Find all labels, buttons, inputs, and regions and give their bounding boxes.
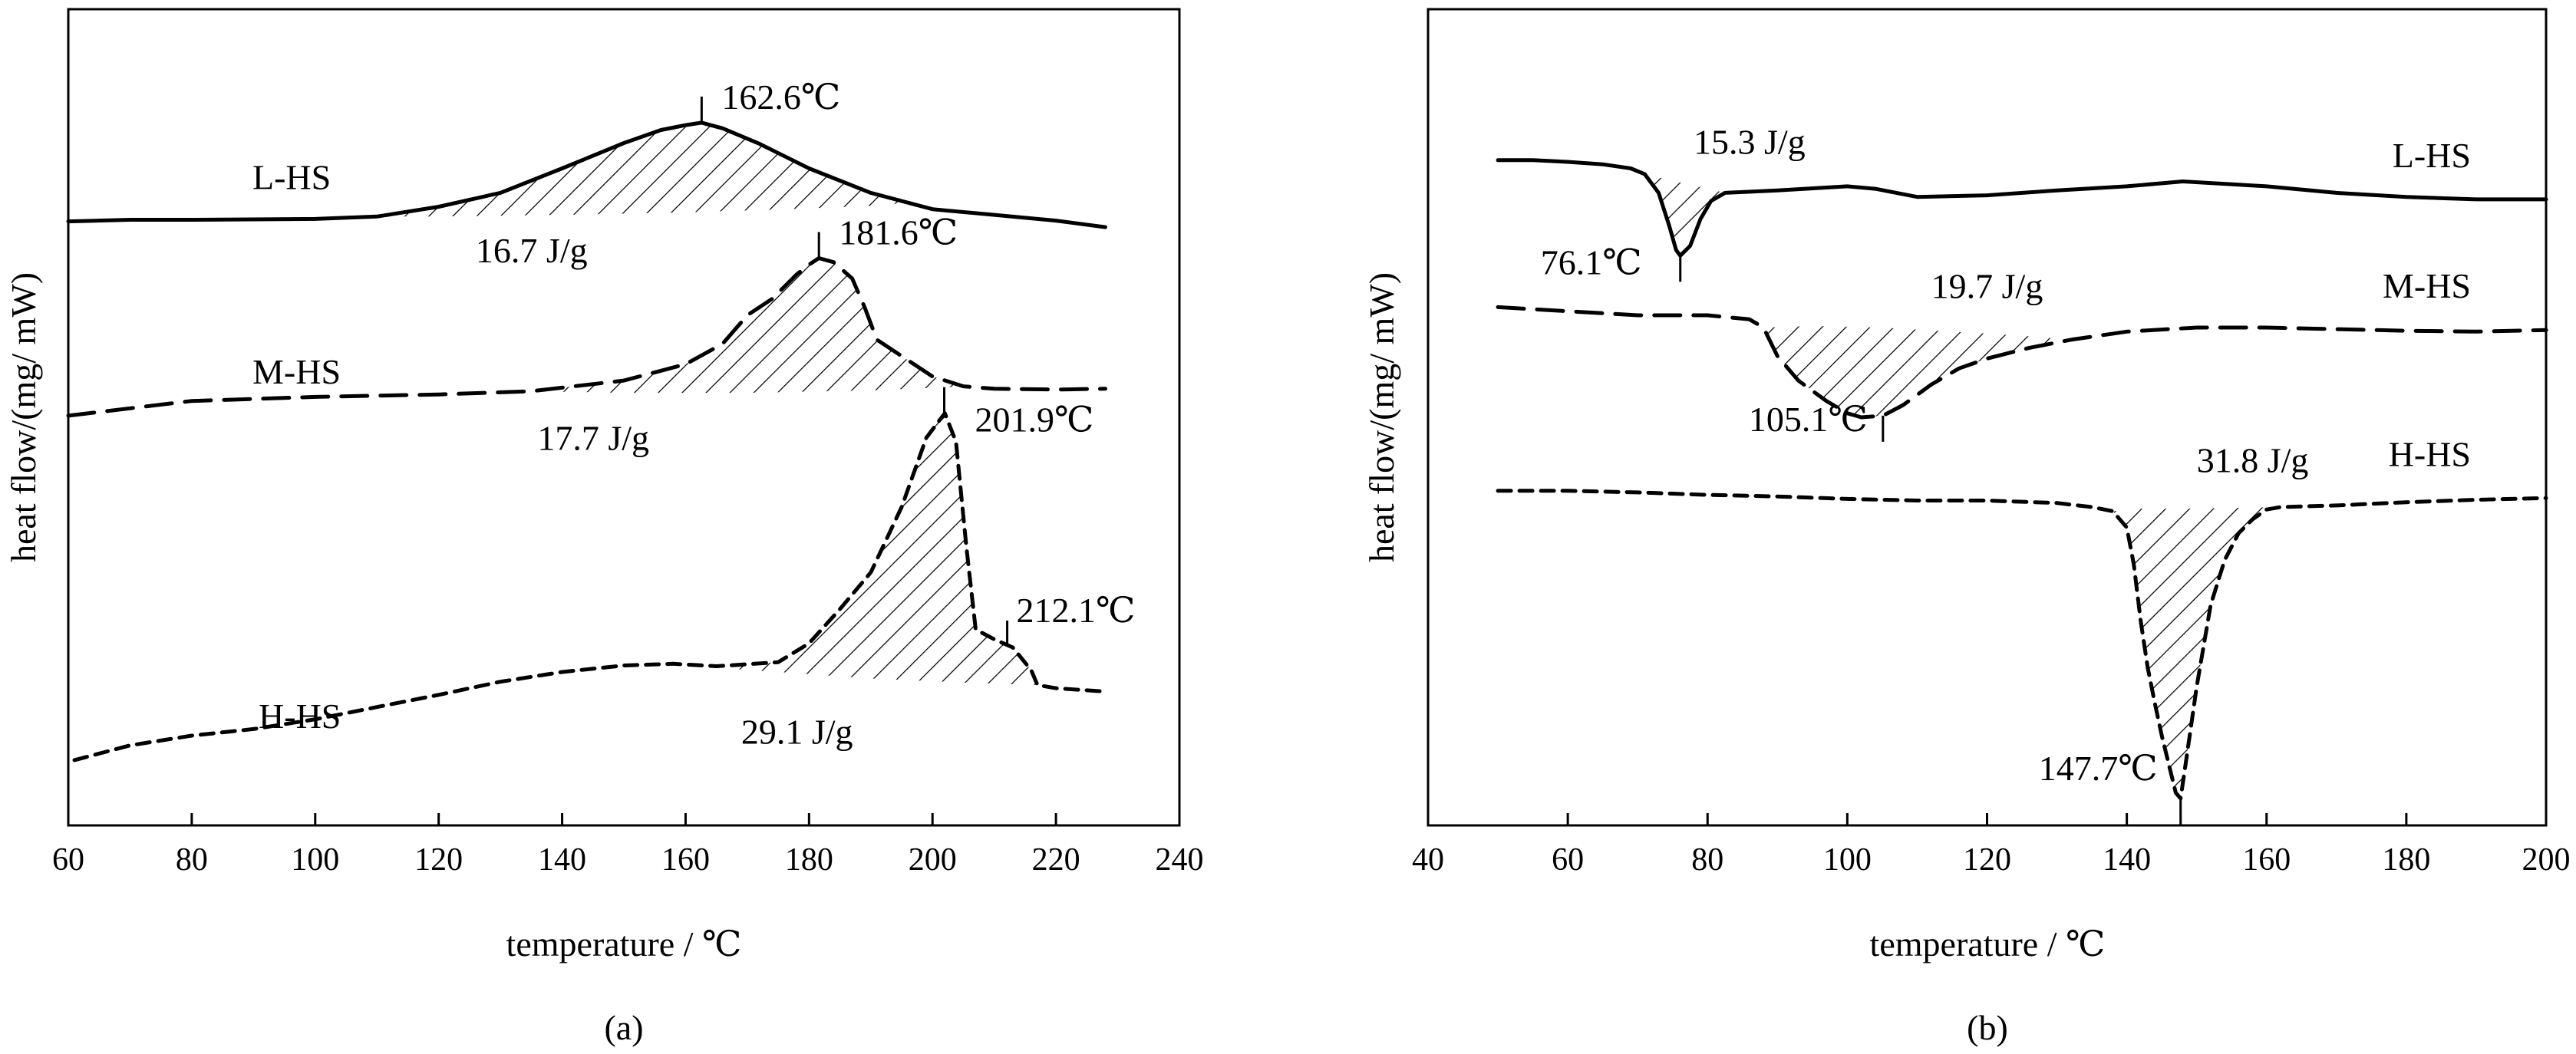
peak-temperature-label: 76.1℃ — [1541, 242, 1642, 282]
x-tick-label: 60 — [1552, 842, 1584, 878]
series-line-h-hs — [72, 411, 1107, 763]
panel-a-y-axis-label: heat flow/(mg/ mW) — [4, 272, 43, 562]
panel-b-frame — [1427, 8, 2548, 827]
x-tick-label: 160 — [661, 842, 710, 878]
panel-b: 40 60 80 100 120 140 160 180 200 L-HS 76.1℃ 15.3 J… — [1362, 8, 2571, 1047]
panel-b-fills — [1644, 173, 2281, 799]
panel-b-x-ticks: 40 60 80 100 120 140 160 180 200 — [1412, 813, 2571, 878]
x-tick-label: 120 — [414, 842, 463, 878]
panel-b-annotations: L-HS 76.1℃ 15.3 J/g M-HS 105.1℃ 19.7 J/g H-HS 1… — [1541, 122, 2471, 825]
series-label-h-hs: H-HS — [259, 697, 341, 736]
enthalpy-label: 17.7 J/g — [537, 419, 649, 458]
panel-b-y-axis-label: heat flow/(mg/ mW) — [1362, 272, 1401, 562]
x-tick-label: 100 — [1823, 842, 1872, 878]
series-label-l-hs: L-HS — [2393, 136, 2471, 175]
x-tick-label: 120 — [1963, 842, 2011, 878]
x-tick-label: 180 — [2382, 842, 2430, 878]
series-line-l-hs — [1496, 158, 2548, 258]
series-line-l-hs — [66, 120, 1107, 229]
series-line-m-hs — [1496, 305, 2548, 420]
enthalpy-label: 19.7 J/g — [1931, 267, 2043, 306]
x-tick-label: 80 — [176, 842, 208, 878]
hatched-area-l-hs — [1644, 173, 1726, 256]
peak-temperature-label: 105.1℃ — [1749, 400, 1868, 439]
panel-a-label: (a) — [604, 1008, 643, 1047]
peak-temperature-label: 181.6℃ — [839, 213, 958, 252]
hatched-area-m-hs — [531, 258, 970, 394]
panel-a: 60 80 100 120 140 160 180 200 220 240 L-HS 162.6℃ 1… — [4, 8, 1204, 1047]
x-tick-label: 160 — [2242, 842, 2291, 878]
panel-a-fills — [377, 122, 1037, 685]
panel-a-x-ticks: 60 80 100 120 140 160 180 200 220 240 — [52, 813, 1204, 878]
enthalpy-label: 29.1 J/g — [741, 713, 853, 752]
peak-temperature-label: 212.1℃ — [1017, 591, 1136, 630]
panel-a-annotations: L-HS 162.6℃ 16.7 J/g M-HS 181.6℃ 17.7 J/g H-HS… — [252, 77, 1136, 752]
x-tick-label: 180 — [785, 842, 833, 878]
hatched-area-l-hs — [377, 122, 909, 217]
x-tick-label: 200 — [909, 842, 957, 878]
hatched-area-h-hs — [673, 413, 1037, 685]
x-tick-label: 240 — [1156, 842, 1204, 878]
panel-b-curves — [1496, 158, 2548, 801]
x-tick-label: 200 — [2522, 842, 2571, 878]
panel-b-x-axis-label: temperature / ℃ — [1870, 924, 2106, 963]
panel-a-curves — [66, 120, 1107, 763]
x-tick-label: 40 — [1412, 842, 1444, 878]
series-line-m-hs — [66, 256, 1107, 418]
enthalpy-label: 31.8 J/g — [2197, 440, 2309, 479]
x-tick-label: 140 — [2103, 842, 2151, 878]
series-label-m-hs: M-HS — [2383, 266, 2471, 305]
peak-temperature-label: 147.7℃ — [2039, 749, 2158, 788]
x-tick-label: 140 — [538, 842, 586, 878]
hatched-area-h-hs — [2113, 507, 2281, 799]
x-tick-label: 100 — [291, 842, 339, 878]
series-label-m-hs: M-HS — [252, 352, 341, 391]
x-tick-label: 60 — [52, 842, 84, 878]
enthalpy-label: 15.3 J/g — [1694, 122, 1806, 161]
x-tick-label: 80 — [1691, 842, 1723, 878]
peak-temperature-label: 162.6℃ — [721, 77, 840, 117]
x-tick-label: 220 — [1032, 842, 1080, 878]
peak-temperature-label: 201.9℃ — [975, 400, 1094, 440]
panel-b-label: (b) — [1967, 1008, 2008, 1047]
series-label-h-hs: H-HS — [2389, 434, 2471, 473]
series-line-h-hs — [1496, 489, 2548, 801]
series-label-l-hs: L-HS — [252, 158, 331, 197]
hatched-area-m-hs — [1763, 325, 2071, 417]
panel-a-x-axis-label: temperature / ℃ — [506, 924, 742, 963]
enthalpy-label: 16.7 J/g — [476, 231, 588, 270]
